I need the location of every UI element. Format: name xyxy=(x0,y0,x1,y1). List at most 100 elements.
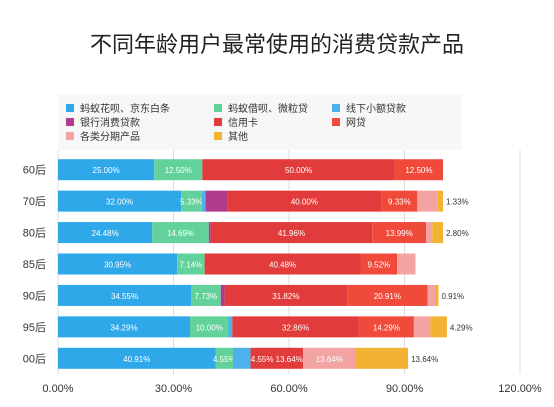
legend-label-series-7: 其他 xyxy=(228,130,248,143)
bar-series-0 xyxy=(58,284,192,306)
data-label: 2.80% xyxy=(446,229,469,238)
bar-series-6 xyxy=(397,253,416,275)
legend-label-series-5: 网贷 xyxy=(346,116,366,129)
data-label: 20.91% xyxy=(374,292,401,301)
bar-series-4 xyxy=(202,159,395,181)
data-label: 40.00% xyxy=(291,198,318,207)
y-label: 00后 xyxy=(23,352,46,365)
chart-title: 不同年龄用户最常使用的消费贷款产品 xyxy=(90,33,464,58)
bar-series-1 xyxy=(190,316,229,338)
y-label: 60后 xyxy=(23,164,46,177)
bar-series-7 xyxy=(434,284,439,306)
x-axis-tick-labels: 0.00% 30.00% 60.00% 90.00% 120.00% xyxy=(42,383,542,395)
bar-series-5 xyxy=(358,316,414,338)
bar-series-2 xyxy=(233,347,251,369)
legend-swatch-series-0 xyxy=(66,104,74,112)
legend-swatch-series-5 xyxy=(332,118,340,126)
bars: 25.00% 12.50% 50.00% 12.50% 32.00% 5.33% 40.00… xyxy=(58,159,473,369)
bar-series-2 xyxy=(201,190,206,212)
legend-swatch-series-1 xyxy=(214,104,222,112)
x-tick-label: 90.00% xyxy=(386,383,424,395)
bar-series-2 xyxy=(228,316,233,338)
bar-series-6 xyxy=(426,222,433,244)
y-label: 70后 xyxy=(23,195,46,208)
bar-series-5 xyxy=(381,190,418,212)
x-tick-label: 30.00% xyxy=(155,383,193,395)
bar-series-0 xyxy=(58,253,178,275)
bar-series-0 xyxy=(58,222,153,244)
bar-series-1 xyxy=(181,190,202,212)
y-label: 85后 xyxy=(23,258,46,271)
bar-series-0 xyxy=(58,159,155,181)
legend-swatch-series-6 xyxy=(66,132,74,140)
data-label: 12.50% xyxy=(405,166,432,175)
data-label: 31.82% xyxy=(272,292,299,301)
bar-series-7 xyxy=(432,222,443,244)
bar-series-5 xyxy=(372,222,427,244)
bar-series-0 xyxy=(58,190,182,212)
data-label: 13.64% xyxy=(411,355,438,364)
bar-series-1 xyxy=(191,284,221,306)
data-label: 40.48% xyxy=(269,261,296,270)
bar-series-6 xyxy=(427,284,435,306)
data-label: 0.91% xyxy=(441,292,464,301)
legend-swatch-series-3 xyxy=(66,118,74,126)
data-label: 13.99% xyxy=(386,229,413,238)
bar-series-4 xyxy=(224,284,348,306)
bar-series-5 xyxy=(394,159,443,181)
bar-series-4 xyxy=(210,222,373,244)
legend-label-series-3: 银行消费贷款 xyxy=(80,116,140,129)
legend-swatch-series-2 xyxy=(332,104,340,112)
y-axis-labels: 60后 70后 80后 85后 90后 95后 00后 xyxy=(23,164,46,366)
data-label: 41.96% xyxy=(278,229,305,238)
data-label: 9.33% xyxy=(388,198,411,207)
bar-series-4 xyxy=(204,253,361,275)
data-label: 5.33% xyxy=(180,198,203,207)
bar-series-5 xyxy=(347,284,428,306)
data-label: 50.00% xyxy=(285,166,312,175)
bar-series-5 xyxy=(360,253,398,275)
data-label: 14.69% xyxy=(167,229,194,238)
data-label: 30.95% xyxy=(104,261,131,270)
data-label: 34.55% xyxy=(111,292,138,301)
data-label: 13.64% xyxy=(316,355,343,364)
bar-series-3 xyxy=(220,284,225,306)
bar-series-7 xyxy=(437,190,443,212)
bar-series-6 xyxy=(417,190,438,212)
x-tick-label: 120.00% xyxy=(498,383,542,395)
bar-series-3 xyxy=(208,222,211,244)
data-label: 40.91% xyxy=(123,355,150,364)
data-label: 7.14% xyxy=(180,261,203,270)
data-label: 4.55% 13.64% xyxy=(251,355,303,364)
x-tick-label: 0.00% xyxy=(42,383,73,395)
data-label: 24.48% xyxy=(92,229,119,238)
legend-label-series-0: 蚂蚁花呗、京东白条 xyxy=(80,102,170,115)
bar-series-4 xyxy=(232,316,359,338)
y-label: 80后 xyxy=(23,227,46,240)
legend-label-series-6: 各类分期产品 xyxy=(80,130,140,143)
y-label: 95后 xyxy=(23,321,46,334)
bar-series-4 xyxy=(250,347,304,369)
bar-series-7 xyxy=(430,316,447,338)
bar-series-1 xyxy=(154,159,203,181)
data-label: 25.00% xyxy=(93,166,120,175)
legend-background xyxy=(58,94,462,150)
data-label: 1.33% xyxy=(446,198,469,207)
bar-series-1 xyxy=(152,222,209,244)
data-label: 14.29% xyxy=(373,323,400,332)
legend-swatch-series-4 xyxy=(214,118,222,126)
legend-label-series-4: 信用卡 xyxy=(228,116,258,129)
data-label: 32.86% xyxy=(282,323,309,332)
data-label: 9.52% xyxy=(367,261,390,270)
data-label: 12.50% xyxy=(165,166,192,175)
data-label: 7.73% xyxy=(195,292,218,301)
data-label: 34.29% xyxy=(110,323,137,332)
y-label: 90后 xyxy=(23,289,46,302)
legend-label-series-2: 线下小额贷款 xyxy=(346,102,406,115)
bar-series-6 xyxy=(303,347,356,369)
bar-series-1 xyxy=(177,253,205,275)
bar-series-7 xyxy=(355,347,409,369)
